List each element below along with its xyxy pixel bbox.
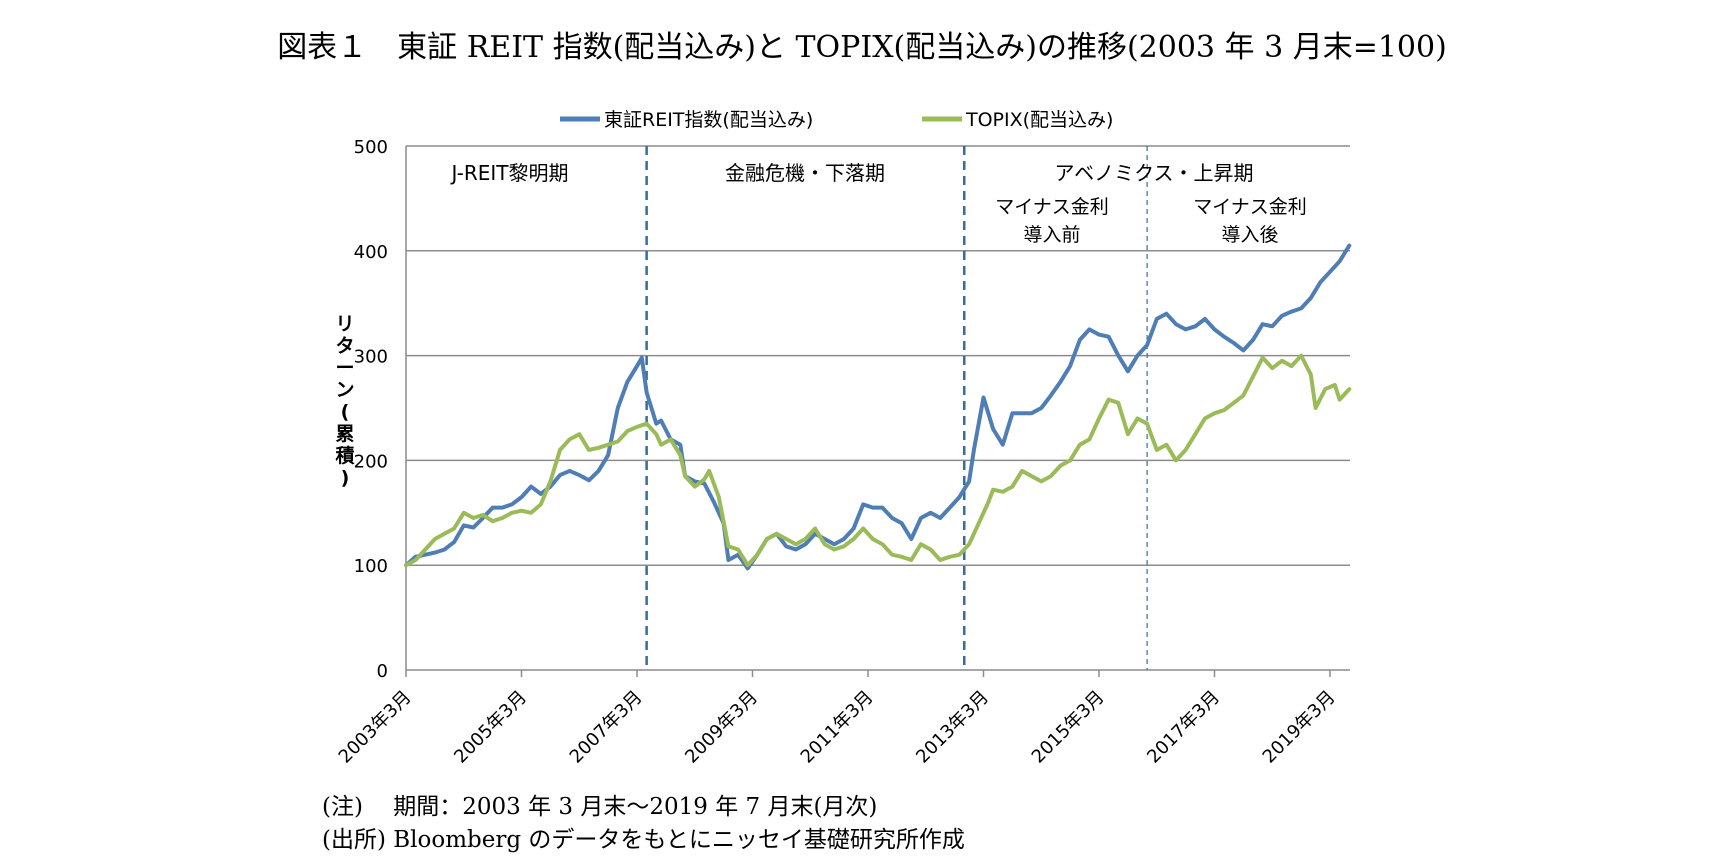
y-tick-label: 0 bbox=[377, 661, 388, 682]
y-tick-label: 400 bbox=[354, 242, 388, 263]
gridlines bbox=[406, 145, 1350, 566]
series-lines bbox=[404, 243, 1352, 571]
y-tick-label: 100 bbox=[354, 556, 388, 577]
legend-label-topix: TOPIX(配当込み) bbox=[965, 109, 1113, 131]
note-period: (注) 期間：2003 年 3 月末～2019 年 7 月末(月次) bbox=[322, 794, 878, 820]
x-tick-label: 2013年3月 bbox=[912, 687, 993, 768]
x-tick-label: 2017年3月 bbox=[1143, 687, 1224, 768]
series-line-reit bbox=[404, 243, 1352, 571]
y-axis-title: リターン(累積) bbox=[335, 313, 354, 489]
phase-dividers bbox=[645, 146, 1148, 670]
x-tick-label: 2015年3月 bbox=[1028, 687, 1109, 768]
legend-label-reit: 東証REIT指数(配当込み) bbox=[604, 109, 813, 131]
phase-label-dawn: J-REIT黎明期 bbox=[449, 161, 568, 185]
note-source: (出所) Bloomberg のデータをもとにニッセイ基礎研究所作成 bbox=[322, 827, 965, 853]
y-tick-label: 200 bbox=[354, 451, 388, 472]
subphase-label-pre-line1: マイナス金利 bbox=[995, 196, 1109, 218]
x-tick-label: 2007年3月 bbox=[566, 687, 647, 768]
phase-label-crisis: 金融危機・下落期 bbox=[725, 161, 885, 185]
x-tick-labels: 2003年3月 2005年3月 2007年3月 2009年3月 2011年3月 2013年… bbox=[335, 670, 1340, 767]
x-tick-label: 2005年3月 bbox=[450, 687, 531, 768]
y-tick-label: 300 bbox=[354, 347, 388, 368]
x-tick-label: 2009年3月 bbox=[681, 687, 762, 768]
x-tick-label: 2011年3月 bbox=[797, 687, 878, 768]
subphase-label-post-line2: 導入後 bbox=[1221, 224, 1278, 246]
legend: 東証REIT指数(配当込み) TOPIX(配当込み) bbox=[560, 109, 1113, 131]
chart-title: 図表１ 東証 REIT 指数(配当込み)と TOPIX(配当込み)の推移(200… bbox=[277, 30, 1447, 65]
y-tick-labels: 0 100 200 300 400 500 bbox=[354, 137, 388, 682]
subphase-label-pre-line2: 導入前 bbox=[1023, 224, 1080, 246]
phase-label-abenomics: アベノミクス・上昇期 bbox=[1055, 161, 1254, 185]
x-tick-label: 2003年3月 bbox=[335, 687, 416, 768]
y-tick-label: 500 bbox=[354, 137, 388, 158]
subphase-label-post-line1: マイナス金利 bbox=[1193, 196, 1307, 218]
axes bbox=[405, 146, 1350, 671]
series-line-topix bbox=[404, 353, 1352, 568]
x-tick-label: 2019年3月 bbox=[1259, 687, 1340, 768]
